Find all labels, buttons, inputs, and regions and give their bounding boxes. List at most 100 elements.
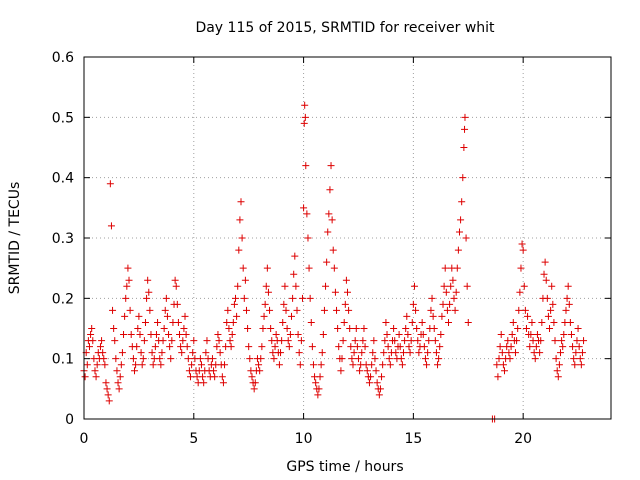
data-point	[549, 300, 557, 308]
data-point	[395, 331, 403, 339]
data-point	[559, 343, 567, 351]
data-point	[499, 361, 507, 369]
data-point	[516, 288, 524, 296]
data-point	[114, 379, 122, 387]
data-point	[298, 294, 306, 302]
data-point	[300, 119, 308, 127]
data-point	[391, 337, 399, 345]
data-point	[438, 312, 446, 320]
data-point	[447, 282, 455, 290]
data-point	[288, 312, 296, 320]
data-point	[83, 361, 91, 369]
data-point	[139, 355, 147, 363]
data-point	[339, 337, 347, 345]
data-point	[167, 355, 175, 363]
data-point	[507, 343, 515, 351]
data-point	[437, 331, 445, 339]
y-tick-label: 0.4	[52, 171, 74, 187]
data-point	[148, 349, 156, 357]
data-point	[213, 343, 221, 351]
data-point	[494, 373, 502, 381]
data-point	[258, 343, 266, 351]
data-point	[134, 325, 142, 332]
data-point	[372, 367, 380, 375]
data-point	[216, 349, 224, 357]
data-point	[435, 355, 443, 363]
data-point	[565, 300, 573, 308]
data-point	[324, 228, 332, 236]
data-point	[345, 306, 353, 314]
data-point	[399, 349, 407, 357]
data-point	[333, 306, 341, 314]
data-point	[81, 373, 89, 381]
data-point	[267, 325, 275, 332]
data-point	[144, 276, 152, 284]
data-point	[304, 234, 312, 242]
data-point	[117, 361, 125, 369]
data-point	[234, 282, 242, 290]
y-tick-label: 0.2	[52, 291, 74, 307]
data-point	[428, 294, 436, 302]
data-point	[457, 216, 465, 224]
data-point	[127, 331, 135, 339]
data-point	[349, 361, 357, 369]
data-point	[151, 343, 159, 351]
data-point	[182, 331, 190, 339]
data-point	[414, 337, 422, 345]
data-point	[553, 367, 561, 375]
data-point	[363, 367, 371, 375]
data-point	[102, 379, 110, 387]
data-point	[189, 349, 197, 357]
data-point	[379, 361, 387, 369]
data-point	[361, 343, 369, 351]
data-point	[260, 312, 268, 320]
data-point	[291, 252, 299, 260]
data-point	[373, 379, 381, 387]
data-point	[163, 312, 171, 320]
data-point	[496, 343, 504, 351]
data-point	[229, 318, 237, 326]
data-point	[406, 349, 414, 357]
data-point	[157, 361, 165, 369]
data-point	[550, 318, 558, 326]
data-point	[109, 306, 117, 314]
data-point	[162, 294, 170, 302]
data-point	[208, 355, 216, 363]
data-point	[143, 294, 151, 302]
data-point	[294, 331, 302, 339]
data-point	[365, 379, 373, 387]
data-point	[104, 391, 112, 399]
data-point	[158, 349, 166, 357]
data-point	[569, 343, 577, 351]
data-point	[278, 337, 286, 345]
data-point	[307, 318, 315, 326]
data-point	[341, 300, 349, 308]
data-point	[425, 337, 433, 345]
data-point	[351, 337, 359, 345]
data-point	[567, 331, 575, 339]
data-point	[197, 361, 205, 369]
data-point	[556, 349, 564, 357]
data-point	[538, 318, 546, 326]
data-point	[239, 264, 247, 272]
data-point	[354, 355, 362, 363]
y-tick-label: 0.3	[52, 231, 74, 247]
data-point	[506, 355, 514, 363]
data-point	[340, 318, 348, 326]
data-point	[514, 325, 522, 332]
data-point	[521, 306, 529, 314]
data-point	[463, 282, 471, 290]
data-point	[116, 373, 124, 381]
data-point	[462, 234, 470, 242]
data-point	[527, 331, 535, 339]
data-point	[434, 361, 442, 369]
data-point	[257, 355, 265, 363]
data-point	[450, 294, 458, 302]
data-point	[577, 361, 585, 369]
data-point	[168, 337, 176, 345]
data-point	[453, 264, 461, 272]
x-tick-label: 10	[295, 431, 313, 447]
data-point	[179, 337, 187, 345]
data-point	[547, 306, 555, 314]
